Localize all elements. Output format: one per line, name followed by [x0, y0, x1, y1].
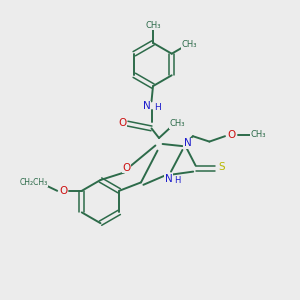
Text: O: O [227, 130, 236, 140]
Text: N: N [184, 138, 192, 148]
Text: N: N [143, 101, 151, 111]
Text: O: O [59, 186, 67, 196]
Text: CH₃: CH₃ [182, 40, 197, 49]
Text: S: S [218, 162, 225, 172]
Text: CH₃: CH₃ [170, 119, 185, 128]
Text: N: N [165, 174, 172, 184]
Text: CH₃: CH₃ [251, 130, 266, 139]
Text: O: O [118, 118, 126, 128]
Text: CH₂CH₃: CH₂CH₃ [20, 178, 48, 187]
Text: O: O [122, 163, 131, 173]
Text: H: H [174, 176, 180, 185]
Text: H: H [154, 103, 161, 112]
Text: CH₃: CH₃ [145, 21, 161, 30]
